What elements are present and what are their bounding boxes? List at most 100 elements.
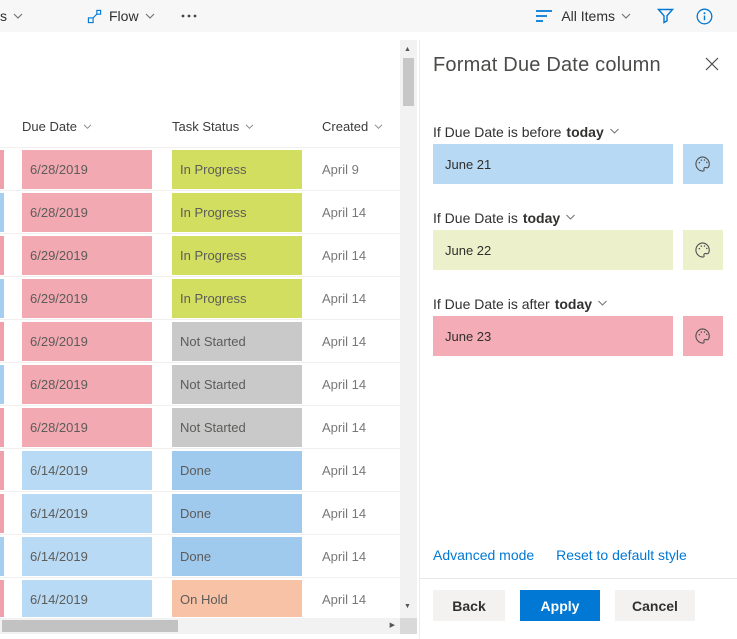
task-status-cell: Done — [172, 494, 302, 533]
condition-text: If Due Date is before — [433, 123, 562, 140]
swatch-date-label: June 23 — [445, 328, 492, 344]
close-panel-button[interactable] — [701, 53, 723, 75]
info-icon — [696, 8, 713, 24]
task-status-cell: Not Started — [172, 322, 302, 361]
table-row[interactable]: 6/28/2019 In Progress April 9 — [0, 147, 400, 190]
vertical-scrollbar-thumb[interactable] — [403, 58, 414, 106]
row-edge-strip — [0, 236, 4, 275]
more-button[interactable] — [181, 14, 197, 18]
scroll-down-icon[interactable]: ▼ — [404, 603, 411, 610]
condition-dropdown[interactable]: If Due Date is today — [433, 209, 725, 226]
color-swatch[interactable]: June 22 — [433, 230, 673, 270]
horizontal-scrollbar[interactable]: ▶ — [0, 618, 400, 634]
due-date-cell: 6/28/2019 — [22, 193, 152, 232]
table-row[interactable]: 6/14/2019 Done April 14 — [0, 491, 400, 534]
due-date-cell: 6/28/2019 — [22, 150, 152, 189]
panel-title: Format Due Date column — [433, 54, 661, 76]
format-condition: If Due Date is after today June 23 — [433, 295, 725, 356]
cancel-button[interactable]: Cancel — [615, 590, 695, 621]
table-row[interactable]: 6/28/2019 Not Started April 14 — [0, 405, 400, 448]
table-row[interactable]: 6/14/2019 Done April 14 — [0, 448, 400, 491]
due-date-cell: 6/29/2019 — [22, 279, 152, 318]
due-date-cell: 6/28/2019 — [22, 365, 152, 404]
row-edge-strip — [0, 537, 4, 576]
command-bar-right: All Items — [536, 8, 737, 25]
due-date-cell: 6/29/2019 — [22, 236, 152, 275]
apply-button[interactable]: Apply — [520, 590, 600, 621]
palette-button[interactable] — [683, 230, 723, 270]
color-swatch[interactable]: June 23 — [433, 316, 673, 356]
created-cell: April 14 — [322, 204, 367, 220]
row-edge-strip — [0, 193, 4, 232]
column-header-created[interactable]: Created — [322, 119, 383, 134]
format-column-panel: Format Due Date column If Due Date is be… — [419, 40, 737, 639]
horizontal-scrollbar-thumb[interactable] — [2, 620, 178, 632]
table-row[interactable]: 6/29/2019 Not Started April 14 — [0, 319, 400, 362]
condition-keyword: today — [522, 209, 561, 226]
color-swatch[interactable]: June 21 — [433, 144, 673, 184]
due-date-cell: 6/14/2019 — [22, 494, 152, 533]
chevron-down-icon — [598, 300, 607, 306]
task-status-cell: Done — [172, 537, 302, 576]
condition-dropdown[interactable]: If Due Date is after today — [433, 295, 725, 312]
due-date-cell: 6/29/2019 — [22, 322, 152, 361]
scroll-up-icon[interactable]: ▲ — [404, 46, 411, 53]
row-edge-strip — [0, 365, 4, 404]
table-row[interactable]: 6/14/2019 On Hold April 14 — [0, 577, 400, 617]
row-edge-strip — [0, 408, 4, 447]
condition-keyword: today — [566, 123, 604, 140]
created-cell: April 14 — [322, 247, 367, 263]
row-edge-strip — [0, 279, 4, 318]
chevron-down-icon — [566, 214, 576, 220]
advanced-mode-link[interactable]: Advanced mode — [433, 547, 535, 563]
condition-color-row: June 21 — [433, 144, 725, 184]
palette-icon — [695, 156, 710, 172]
scroll-right-icon[interactable]: ▶ — [389, 622, 395, 629]
due-date-cell: 6/14/2019 — [22, 537, 152, 576]
chevron-down-icon — [145, 13, 155, 20]
created-cell: April 14 — [322, 419, 367, 435]
format-condition: If Due Date is today June 22 — [433, 209, 725, 270]
table-row[interactable]: 6/14/2019 Done April 14 — [0, 534, 400, 577]
task-status-cell: On Hold — [172, 580, 302, 617]
command-bar-left: s Flow — [0, 8, 197, 24]
task-status-cell: In Progress — [172, 193, 302, 232]
task-status-cell: Done — [172, 451, 302, 490]
palette-icon — [695, 242, 710, 258]
table-row[interactable]: 6/28/2019 In Progress April 14 — [0, 190, 400, 233]
table-row[interactable]: 6/29/2019 In Progress April 14 — [0, 233, 400, 276]
palette-button[interactable] — [683, 316, 723, 356]
column-header-task-status[interactable]: Task Status — [172, 119, 254, 134]
flow-menu-item[interactable]: Flow — [87, 8, 155, 24]
created-cell: April 14 — [322, 505, 367, 521]
condition-dropdown[interactable]: If Due Date is before today — [433, 123, 725, 140]
more-icon — [181, 14, 196, 18]
column-header-label: Due Date — [22, 119, 77, 134]
table-row[interactable]: 6/29/2019 In Progress April 14 — [0, 276, 400, 319]
panel-buttons: Back Apply Cancel — [433, 590, 695, 621]
chevron-down-icon — [621, 13, 631, 20]
scrollbar-corner — [400, 618, 417, 634]
column-header-label: Task Status — [172, 119, 240, 134]
flow-label: Flow — [109, 8, 139, 24]
filter-icon — [657, 8, 674, 24]
palette-button[interactable] — [683, 144, 723, 184]
condition-keyword: today — [554, 295, 593, 312]
condition-text: If Due Date is — [433, 209, 518, 226]
row-edge-strip — [0, 322, 4, 361]
back-button[interactable]: Back — [433, 590, 505, 621]
info-button[interactable] — [696, 8, 713, 25]
condition-list: If Due Date is before today June 21 — [433, 123, 725, 381]
view-selector[interactable]: All Items — [536, 8, 631, 24]
column-header-due-date[interactable]: Due Date — [22, 119, 92, 134]
table-row[interactable]: 6/28/2019 Not Started April 14 — [0, 362, 400, 405]
reset-default-style-link[interactable]: Reset to default style — [556, 547, 687, 563]
table-header: Due Date Task Status Created — [0, 119, 400, 147]
created-cell: April 14 — [322, 591, 367, 607]
vertical-scrollbar[interactable]: ▲ ▼ — [400, 40, 417, 618]
filter-button[interactable] — [657, 8, 674, 24]
panel-links: Advanced mode Reset to default style — [433, 547, 687, 563]
due-date-cell: 6/14/2019 — [22, 451, 152, 490]
chevron-down-icon — [13, 13, 23, 20]
truncated-menu-item[interactable]: s — [0, 8, 7, 24]
